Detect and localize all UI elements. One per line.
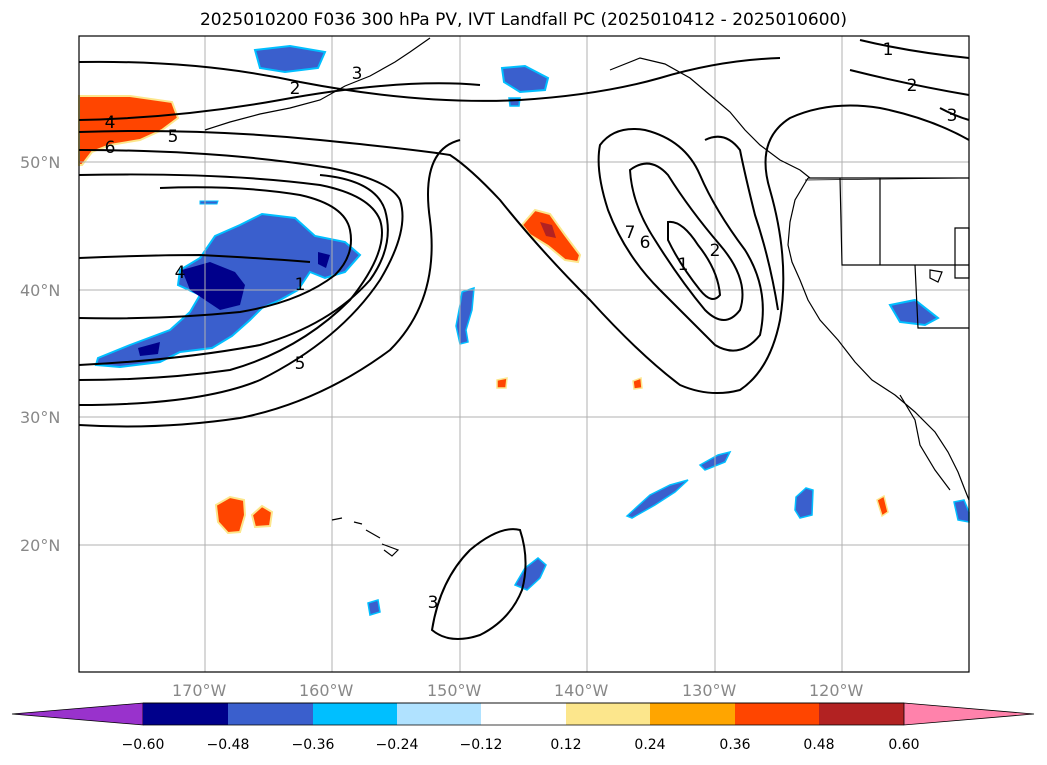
map-panel: 1 2 3 2 3 4 5 6 1 4 5 7 6 1 2 3: [78, 35, 970, 673]
contour-label: 6: [640, 233, 651, 253]
colorbar-segment: [819, 703, 904, 725]
contour-label: 7: [625, 223, 636, 243]
colorbar-segment: [735, 703, 819, 725]
contour-label: 1: [295, 275, 306, 295]
colorbar-tick-label: −0.12: [459, 737, 503, 753]
lon-label: 140°W: [554, 681, 609, 700]
contour-label: 5: [168, 127, 179, 147]
map-frame: [78, 35, 970, 673]
lon-label: 170°W: [172, 681, 227, 700]
colorbar-segment: [228, 703, 313, 725]
lon-label: 130°W: [682, 681, 737, 700]
contour-label: 3: [352, 64, 363, 84]
lat-label: 20°N: [20, 536, 61, 555]
contour-label: 6: [105, 138, 116, 158]
colorbar-tick-label: 0.36: [719, 737, 751, 753]
contour-label-group: 1 2 3 2 3 4 5 6 1 4 5 7 6 1 2 3: [105, 40, 958, 613]
colorbar-segment: [481, 703, 566, 725]
ivt-contours: [78, 39, 970, 640]
colorbar-tick-label: 0.12: [550, 737, 582, 753]
colorbar-tick-label: −0.36: [291, 737, 335, 753]
colorbar-segment: [650, 703, 735, 725]
colorbar-tick-label: 0.48: [803, 737, 835, 753]
colorbar-tick-label: 0.60: [888, 737, 920, 753]
colorbar-tick-label: −0.48: [206, 737, 250, 753]
lat-label: 50°N: [20, 153, 61, 172]
colorbar-tick-label: −0.24: [375, 737, 419, 753]
lat-label: 30°N: [20, 408, 61, 427]
map-title: 2025010200 F036 300 hPa PV, IVT Landfall…: [199, 10, 847, 30]
contour-label: 3: [947, 106, 958, 126]
contour-label: 1: [678, 255, 689, 275]
lon-label: 160°W: [299, 681, 354, 700]
colorbar-segment: [143, 703, 228, 725]
lat-label: 40°N: [20, 281, 61, 300]
colorbar-segment: [566, 703, 650, 725]
contour-label: 2: [290, 79, 301, 99]
lon-label: 120°W: [809, 681, 864, 700]
contour-label: 3: [428, 593, 439, 613]
lon-label: 150°W: [427, 681, 482, 700]
contour-label: 4: [105, 113, 116, 133]
colorbar-segment: [397, 703, 481, 725]
colorbar: [11, 702, 1035, 726]
colorbar-extend-high: [903, 702, 1035, 726]
contour-label: 2: [710, 241, 721, 261]
colorbar-extend-low: [11, 702, 144, 726]
contour-label: 5: [295, 354, 306, 374]
contour-label: 4: [175, 263, 186, 283]
colorbar-tick-label: −0.60: [121, 737, 165, 753]
colorbar-tick-label: 0.24: [634, 737, 666, 753]
contour-label: 1: [883, 40, 894, 60]
contour-label: 2: [907, 76, 918, 96]
colorbar-segment: [313, 703, 397, 725]
